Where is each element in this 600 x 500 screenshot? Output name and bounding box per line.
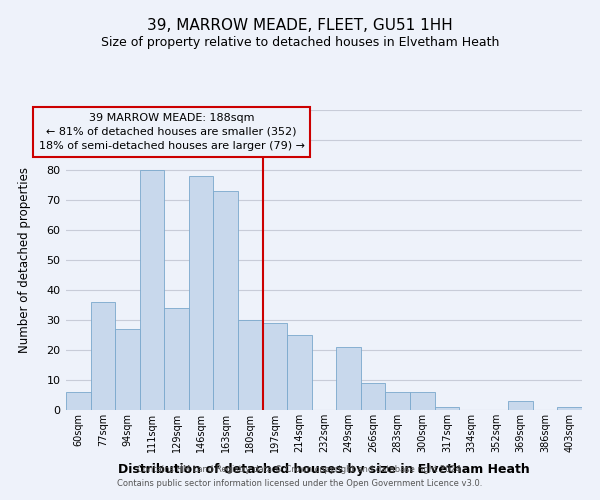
Bar [434,407,459,410]
Text: Size of property relative to detached houses in Elvetham Heath: Size of property relative to detached ho… [101,36,499,49]
Bar [385,392,410,410]
Bar [115,329,140,410]
Bar [66,392,91,410]
Bar [410,392,434,410]
Bar [508,401,533,410]
Text: 39 MARROW MEADE: 188sqm
← 81% of detached houses are smaller (352)
18% of semi-d: 39 MARROW MEADE: 188sqm ← 81% of detache… [38,113,305,151]
Text: 39, MARROW MEADE, FLEET, GU51 1HH: 39, MARROW MEADE, FLEET, GU51 1HH [147,18,453,32]
Bar [287,335,312,410]
Bar [91,302,115,410]
Bar [214,191,238,410]
Bar [361,383,385,410]
Bar [189,176,214,410]
Bar [164,308,189,410]
Bar [336,347,361,410]
Bar [557,407,582,410]
Bar [140,170,164,410]
Y-axis label: Number of detached properties: Number of detached properties [18,167,31,353]
Text: Contains HM Land Registry data © Crown copyright and database right 2024.
Contai: Contains HM Land Registry data © Crown c… [118,466,482,487]
Bar [238,320,263,410]
Bar [263,323,287,410]
X-axis label: Distribution of detached houses by size in Elvetham Heath: Distribution of detached houses by size … [118,464,530,476]
